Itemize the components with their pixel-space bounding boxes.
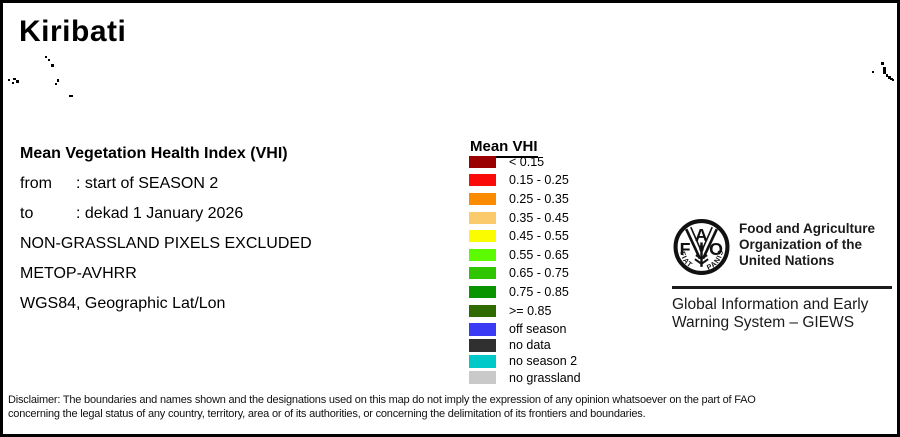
island-speck bbox=[55, 83, 57, 85]
island-speck bbox=[888, 76, 891, 79]
legend-color-swatch bbox=[469, 338, 496, 352]
disclaimer-line: Disclaimer: The boundaries and names sho… bbox=[8, 394, 756, 406]
island-speck bbox=[57, 79, 59, 82]
legend-item-label: no season 2 bbox=[509, 354, 578, 369]
legend-color-swatch bbox=[469, 248, 496, 261]
legend-item: no data bbox=[469, 337, 581, 353]
from-value: : start of SEASON 2 bbox=[76, 175, 219, 192]
legend-color-swatch bbox=[469, 285, 496, 298]
to-label: to bbox=[20, 205, 34, 222]
legend-color-swatch bbox=[469, 174, 496, 187]
legend-color-swatch bbox=[469, 304, 496, 317]
legend-item-label: 0.75 - 0.85 bbox=[509, 284, 569, 299]
legend-item-label: 0.55 - 0.65 bbox=[509, 247, 569, 262]
island-speck bbox=[12, 82, 14, 84]
island-speck bbox=[51, 64, 54, 67]
legend-item-label: 0.65 - 0.75 bbox=[509, 266, 569, 281]
period-to-line: to : dekad 1 January 2026 bbox=[20, 199, 312, 229]
island-speck bbox=[16, 80, 19, 83]
legend-item: 0.65 - 0.75 bbox=[469, 264, 569, 283]
period-from-line: from : start of SEASON 2 bbox=[20, 169, 312, 199]
disclaimer-line: concerning the legal status of any count… bbox=[8, 407, 646, 420]
legend-item: < 0.15 bbox=[469, 153, 569, 172]
pixels-excluded-note: NON-GRASSLAND PIXELS EXCLUDED bbox=[20, 235, 312, 252]
to-value: : dekad 1 January 2026 bbox=[76, 205, 244, 222]
legend-item: 0.45 - 0.55 bbox=[469, 227, 569, 246]
island-speck bbox=[69, 95, 73, 97]
from-label: from bbox=[20, 175, 52, 192]
index-title: Mean Vegetation Health Index (VHI) bbox=[20, 145, 288, 162]
legend-color-swatch bbox=[469, 155, 496, 168]
legend-item-label: 0.35 - 0.45 bbox=[509, 210, 569, 225]
legend-color-swatch bbox=[469, 354, 496, 368]
island-speck bbox=[8, 79, 10, 81]
fao-logo: F A O FIAT PANIS bbox=[673, 219, 730, 275]
fao-letter-o: O bbox=[709, 239, 723, 259]
fao-org-name: Food and Agriculture Organization of the… bbox=[739, 221, 875, 268]
legend-color-swatch bbox=[469, 267, 496, 280]
island-speck bbox=[13, 78, 16, 80]
island-speck bbox=[872, 71, 874, 73]
fao-divider bbox=[672, 286, 892, 289]
legend-item-label: >= 0.85 bbox=[509, 303, 552, 318]
legend-item-label: 0.45 - 0.55 bbox=[509, 229, 569, 244]
legend-item-label: off season bbox=[509, 322, 567, 337]
map-metadata-block: Mean Vegetation Health Index (VHI) from … bbox=[20, 139, 312, 319]
fao-org-line: Organization of the bbox=[739, 236, 862, 252]
legend-color-swatch bbox=[469, 211, 496, 224]
legend-color-swatch bbox=[469, 371, 496, 385]
map-title: Kiribati bbox=[19, 15, 127, 48]
fao-letter-a: A bbox=[695, 225, 708, 245]
island-speck bbox=[890, 78, 893, 80]
island-speck bbox=[886, 74, 888, 77]
sensor-note: METOP-AVHRR bbox=[20, 265, 137, 282]
legend-item: no season 2 bbox=[469, 353, 581, 369]
legend-item: 0.55 - 0.65 bbox=[469, 245, 569, 264]
giews-line: Global Information and Early bbox=[672, 296, 869, 313]
legend-item: no grassland bbox=[469, 370, 581, 386]
legend-item-label: < 0.15 bbox=[509, 154, 545, 169]
legend-item: >= 0.85 bbox=[469, 301, 569, 320]
legend-vhi-classes: < 0.15 0.15 - 0.25 0.25 - 0.35 0.35 - 0.45 0… bbox=[469, 153, 569, 320]
legend-item: 0.15 - 0.25 bbox=[469, 171, 569, 190]
giews-line: Warning System – GIEWS bbox=[672, 314, 855, 331]
fao-org-line: Food and Agriculture bbox=[739, 221, 875, 236]
island-speck bbox=[883, 67, 886, 74]
giews-name: Global Information and Early Warning Sys… bbox=[672, 296, 868, 332]
legend-color-swatch bbox=[469, 322, 496, 336]
island-speck bbox=[892, 79, 894, 81]
island-speck bbox=[881, 62, 884, 65]
legend-item: off season bbox=[469, 321, 581, 337]
legend-item: 0.35 - 0.45 bbox=[469, 208, 569, 227]
disclaimer-text: Disclaimer: The boundaries and names sho… bbox=[8, 394, 894, 421]
legend-color-swatch bbox=[469, 230, 496, 243]
fao-letter-f: F bbox=[680, 239, 691, 259]
legend-item: 0.75 - 0.85 bbox=[469, 283, 569, 302]
island-speck bbox=[45, 56, 47, 58]
legend-item-label: no grassland bbox=[509, 370, 581, 385]
legend-title: Mean VHI bbox=[470, 138, 538, 158]
fao-org-line: United Nations bbox=[739, 252, 835, 268]
legend-status-classes: off season no data no season 2 no grassland bbox=[469, 321, 581, 386]
legend-item: 0.25 - 0.35 bbox=[469, 190, 569, 209]
legend-color-swatch bbox=[469, 192, 496, 205]
island-speck bbox=[48, 59, 50, 61]
projection-note: WGS84, Geographic Lat/Lon bbox=[20, 295, 226, 312]
legend-item-label: no data bbox=[509, 338, 551, 353]
legend-item-label: 0.25 - 0.35 bbox=[509, 191, 569, 206]
legend-item-label: 0.15 - 0.25 bbox=[509, 173, 569, 188]
